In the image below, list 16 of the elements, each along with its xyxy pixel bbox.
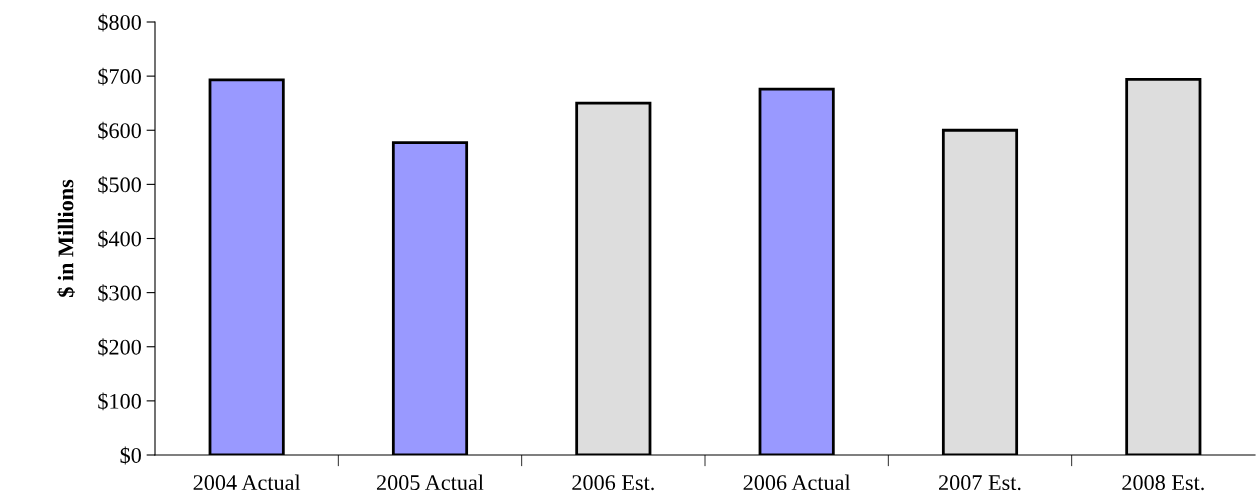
- x-tick-label: 2008 Est.: [1122, 475, 1204, 491]
- x-tick-label: 2007 Est.: [939, 475, 1021, 491]
- y-axis-title: $ in Millions: [57, 179, 75, 297]
- y-tick-label: $700: [98, 67, 141, 86]
- y-tick-label: $0: [120, 446, 141, 465]
- y-tick-label: $600: [98, 121, 141, 140]
- x-tick-label: 2004 Actual: [193, 474, 301, 491]
- y-tick-label: $800: [98, 13, 141, 32]
- y-tick-label: $400: [98, 230, 141, 248]
- y-tick-label: $500: [98, 175, 141, 194]
- y-tick-label: $200: [98, 338, 141, 357]
- x-tick-label: 2005 Actual: [376, 474, 484, 491]
- y-tick-label: $100: [98, 392, 141, 411]
- y-tick-label: $300: [98, 284, 141, 303]
- x-tick-label: 2006 Actual: [743, 474, 851, 491]
- x-tick-label: 2006 Est.: [572, 475, 654, 491]
